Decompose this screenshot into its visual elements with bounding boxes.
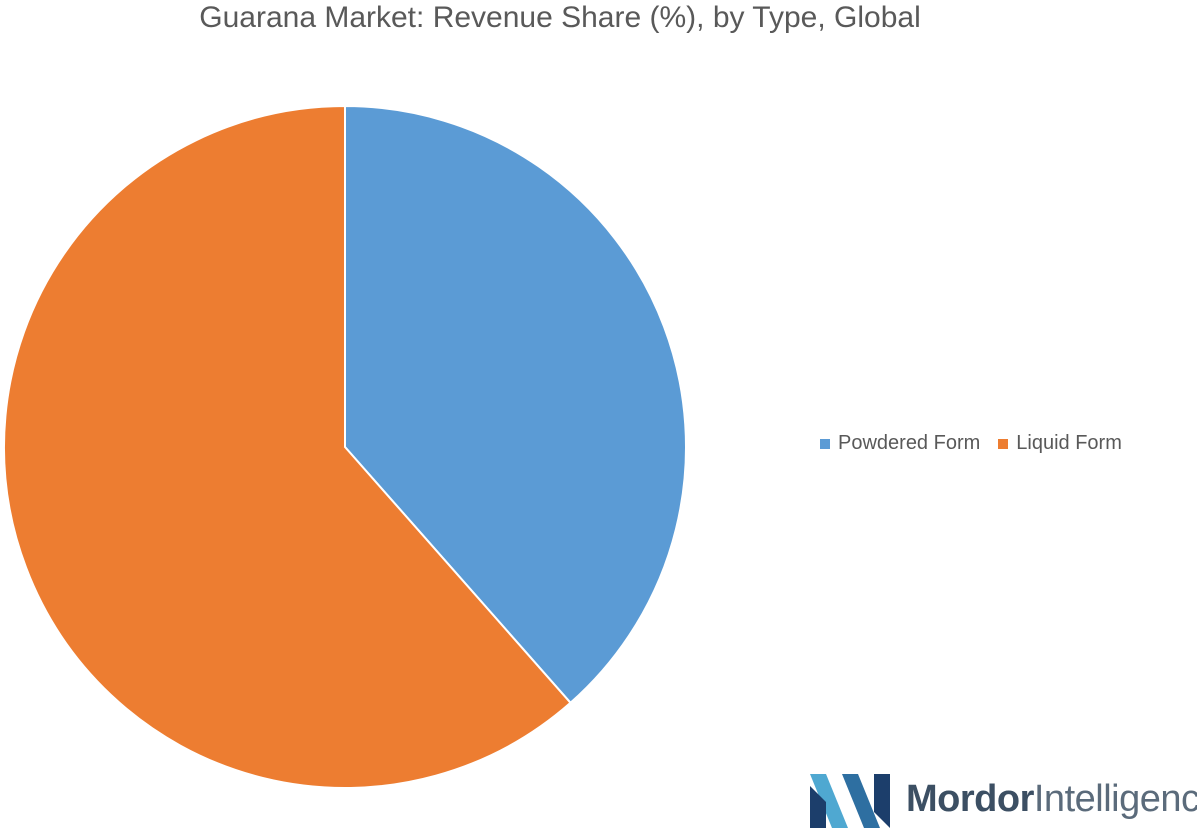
pie-slice-liquid-form: [3, 104, 572, 789]
logo-text-light: Intelligence: [1033, 778, 1197, 820]
legend-swatch-powdered-form: [820, 438, 830, 449]
chart-legend: Powdered Form Liquid Form: [820, 432, 1140, 455]
chart-title: Guarana Market: Revenue Share (%), by Ty…: [199, 1, 921, 34]
legend-label-powdered-form: Powdered Form: [838, 432, 981, 454]
logo-wordmark: MordorIntelligence: [906, 778, 1197, 821]
legend-swatch-liquid-form: [998, 438, 1009, 449]
logo-text-bold: Mordor: [906, 778, 1034, 820]
pie-slice-powdered-form: [344, 104, 687, 705]
mordor-intelligence-logo: MordorIntelligence: [808, 772, 1197, 832]
legend-label-liquid-form: Liquid Form: [1016, 432, 1122, 454]
legend-item-liquid-form: Liquid Form: [998, 432, 1122, 455]
legend-item-powdered-form: Powdered Form: [820, 432, 980, 455]
logo-mark-icon: [810, 774, 890, 828]
